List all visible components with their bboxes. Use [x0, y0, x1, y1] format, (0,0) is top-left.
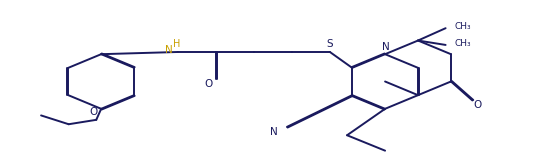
Text: O: O — [473, 100, 482, 110]
Text: H: H — [173, 39, 180, 49]
Text: CH₃: CH₃ — [455, 39, 472, 48]
Text: O: O — [90, 107, 98, 117]
Text: N: N — [270, 127, 277, 137]
Text: CH₃: CH₃ — [455, 22, 472, 31]
Text: N: N — [382, 42, 390, 52]
Text: N: N — [165, 45, 173, 55]
Text: S: S — [326, 39, 333, 49]
Text: O: O — [204, 79, 213, 89]
